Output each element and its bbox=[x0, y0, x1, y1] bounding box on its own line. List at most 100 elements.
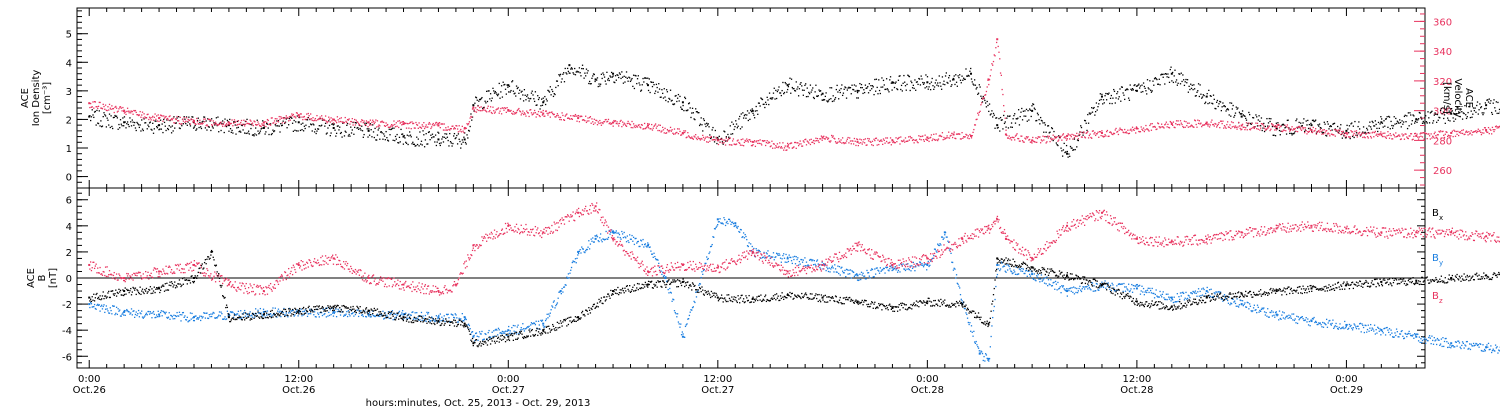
velocity-sample bbox=[1054, 137, 1057, 139]
density-sample bbox=[1028, 108, 1031, 110]
density-sample bbox=[691, 112, 693, 114]
density-sample bbox=[639, 84, 641, 86]
velocity-sample bbox=[965, 133, 967, 136]
velocity-sample bbox=[717, 139, 719, 141]
density-sample bbox=[689, 107, 691, 109]
velocity-sample bbox=[1216, 124, 1219, 127]
density-sample bbox=[260, 128, 262, 130]
density-sample bbox=[836, 84, 838, 87]
by-sample bbox=[152, 312, 154, 314]
velocity-sample bbox=[1420, 135, 1422, 137]
density-sample bbox=[882, 79, 885, 82]
velocity-sample bbox=[988, 83, 990, 86]
by-sample bbox=[306, 310, 308, 313]
velocity-sample bbox=[1022, 141, 1024, 143]
density-sample bbox=[1436, 121, 1438, 123]
velocity-sample bbox=[1259, 127, 1262, 129]
velocity-sample bbox=[585, 121, 588, 124]
density-sample bbox=[696, 111, 698, 113]
velocity-point bbox=[856, 140, 859, 143]
density-sample bbox=[451, 145, 453, 147]
velocity-sample bbox=[698, 137, 700, 140]
density-sample bbox=[610, 76, 612, 78]
velocity-sample bbox=[282, 117, 284, 119]
density-sample bbox=[566, 73, 568, 75]
density-sample bbox=[1171, 80, 1173, 82]
velocity-sample bbox=[506, 106, 508, 109]
velocity-sample bbox=[333, 118, 335, 121]
density-sample bbox=[703, 119, 705, 122]
density-sample bbox=[1330, 125, 1333, 128]
density-sample bbox=[1450, 107, 1453, 110]
velocity-sample bbox=[1417, 136, 1419, 138]
velocity-sample bbox=[416, 123, 418, 126]
density-sample bbox=[1034, 108, 1036, 111]
density-sample bbox=[1021, 119, 1024, 121]
density-sample bbox=[1421, 122, 1424, 124]
density-sample bbox=[1045, 131, 1047, 133]
density-sample bbox=[361, 125, 363, 127]
density-sample bbox=[1202, 94, 1204, 96]
velocity-sample bbox=[1262, 123, 1264, 126]
density-sample bbox=[1090, 112, 1092, 114]
velocity-sample bbox=[320, 118, 322, 120]
velocity-sample bbox=[647, 127, 650, 129]
density-sample bbox=[1397, 121, 1399, 123]
density-sample bbox=[108, 113, 111, 115]
density-sample bbox=[95, 124, 97, 126]
density-sample bbox=[827, 100, 830, 102]
density-sample bbox=[497, 93, 500, 95]
velocity-sample bbox=[1119, 127, 1121, 129]
velocity-point bbox=[1275, 126, 1278, 129]
velocity-sample bbox=[1423, 138, 1425, 140]
by-sample bbox=[383, 317, 386, 319]
density-sample bbox=[754, 110, 757, 112]
velocity-sample bbox=[739, 142, 741, 144]
density-sample bbox=[340, 131, 342, 134]
density-sample bbox=[984, 102, 987, 104]
velocity-sample bbox=[542, 109, 544, 112]
density-sample bbox=[966, 75, 969, 77]
velocity-sample bbox=[947, 137, 949, 139]
velocity-sample bbox=[1443, 134, 1445, 136]
by-sample bbox=[200, 319, 202, 322]
velocity-sample bbox=[1018, 140, 1021, 142]
by-sample bbox=[300, 308, 302, 310]
by-sample bbox=[163, 311, 165, 313]
by-sample bbox=[120, 315, 122, 317]
density-sample bbox=[548, 90, 550, 92]
velocity-sample bbox=[122, 106, 124, 109]
velocity-sample bbox=[1100, 134, 1102, 137]
velocity-sample bbox=[625, 124, 627, 127]
density-sample bbox=[1388, 116, 1391, 118]
velocity-sample bbox=[899, 143, 901, 145]
density-sample bbox=[121, 125, 123, 127]
velocity-sample bbox=[386, 124, 388, 127]
density-sample bbox=[346, 122, 349, 125]
density-sample bbox=[842, 92, 845, 94]
density-sample bbox=[909, 89, 911, 92]
density-sample bbox=[630, 79, 632, 81]
velocity-sample bbox=[1315, 133, 1318, 135]
velocity-sample bbox=[132, 113, 134, 115]
density-sample bbox=[698, 112, 700, 114]
velocity-sample bbox=[1344, 135, 1346, 137]
density-sample bbox=[1112, 97, 1114, 99]
velocity-sample bbox=[828, 140, 830, 142]
velocity-point bbox=[1485, 128, 1488, 131]
density-sample bbox=[805, 83, 807, 85]
density-sample bbox=[262, 120, 264, 122]
density-sample bbox=[357, 126, 359, 129]
density-sample bbox=[375, 139, 377, 141]
velocity-sample bbox=[690, 137, 692, 139]
by-sample bbox=[106, 308, 108, 310]
density-sample bbox=[139, 124, 141, 126]
velocity-sample bbox=[694, 136, 696, 138]
velocity-sample bbox=[750, 140, 752, 143]
velocity-sample bbox=[230, 122, 232, 125]
density-sample bbox=[1032, 103, 1034, 105]
velocity-sample bbox=[1400, 138, 1402, 140]
density-sample bbox=[1469, 116, 1472, 119]
density-sample bbox=[609, 75, 611, 77]
density-sample bbox=[525, 99, 527, 101]
